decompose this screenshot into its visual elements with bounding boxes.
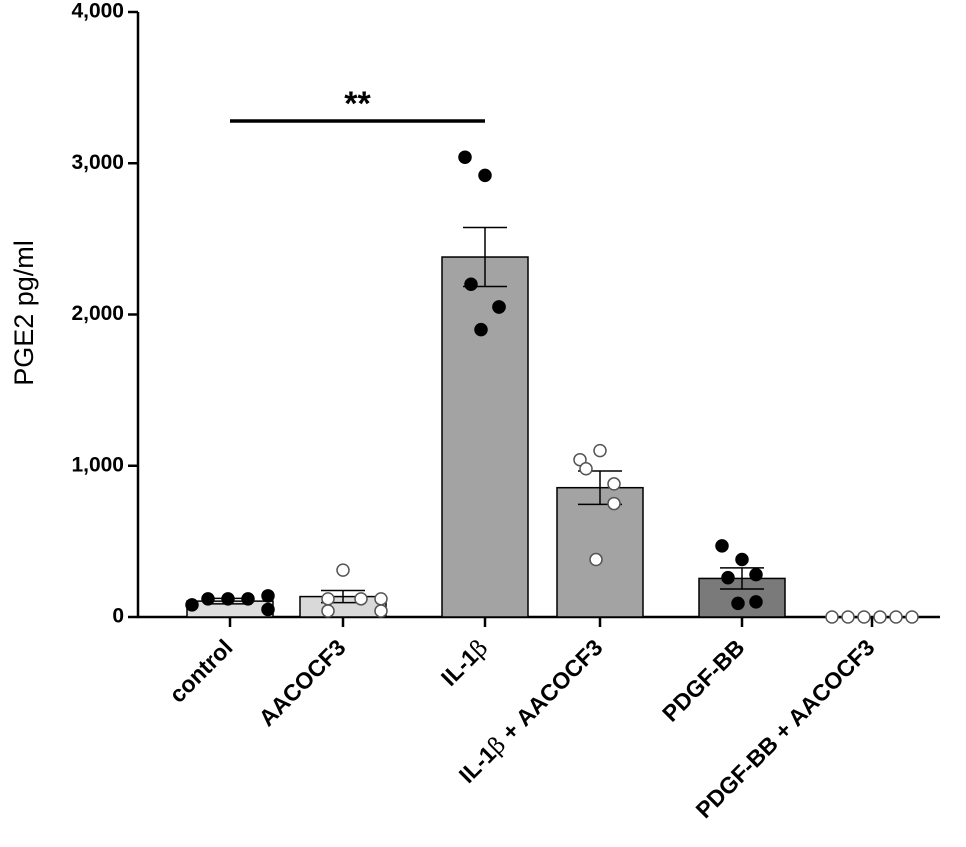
x-tick-label: PDGF-BB — [657, 634, 749, 726]
data-point — [607, 477, 621, 491]
y-tick-label: 4,000 — [71, 0, 124, 23]
data-point — [857, 610, 871, 624]
data-point — [321, 604, 335, 618]
data-point — [261, 602, 275, 617]
data-point — [464, 277, 478, 291]
data-point — [607, 496, 621, 511]
y-tick-label: 2,000 — [71, 302, 124, 325]
data-point — [221, 592, 235, 606]
data-point — [492, 300, 506, 314]
data-point — [749, 567, 763, 582]
y-tick-label: 1,000 — [71, 453, 124, 476]
data-point — [749, 595, 763, 609]
data-point — [715, 539, 729, 553]
data-point — [474, 322, 488, 337]
data-point — [336, 563, 350, 577]
bars — [186, 256, 916, 619]
data-point — [889, 610, 903, 624]
x-tick-label: AACOCF3 — [254, 634, 351, 731]
data-point — [735, 552, 749, 567]
significance-label: ** — [344, 85, 371, 123]
data-point — [905, 610, 919, 624]
data-point — [201, 592, 215, 606]
y-tick-label: 3,000 — [71, 151, 124, 174]
bar — [441, 256, 529, 618]
x-tick-label: control — [164, 634, 238, 708]
bar — [556, 486, 644, 618]
data-point — [354, 592, 368, 606]
data-points — [185, 150, 919, 624]
data-point — [321, 592, 335, 606]
data-point — [261, 589, 275, 603]
data-point — [841, 610, 855, 624]
data-point — [731, 596, 745, 611]
data-point — [873, 610, 887, 624]
data-point — [478, 168, 492, 183]
y-axis-label: PGE2 pg/ml — [9, 240, 39, 386]
data-point — [185, 598, 199, 612]
data-point — [721, 570, 735, 585]
data-point — [241, 592, 255, 606]
data-point — [374, 592, 388, 606]
data-point — [374, 604, 388, 618]
data-point — [825, 610, 839, 624]
data-point — [579, 462, 593, 476]
data-point — [589, 552, 603, 567]
significance: ** — [230, 85, 485, 123]
data-point — [593, 443, 607, 458]
x-tick-label: IL-1β — [436, 634, 493, 691]
data-point — [458, 150, 472, 164]
y-axis: 0 1,000 2,000 3,000 4,000 — [71, 0, 140, 628]
y-tick-label: 0 — [112, 605, 124, 628]
